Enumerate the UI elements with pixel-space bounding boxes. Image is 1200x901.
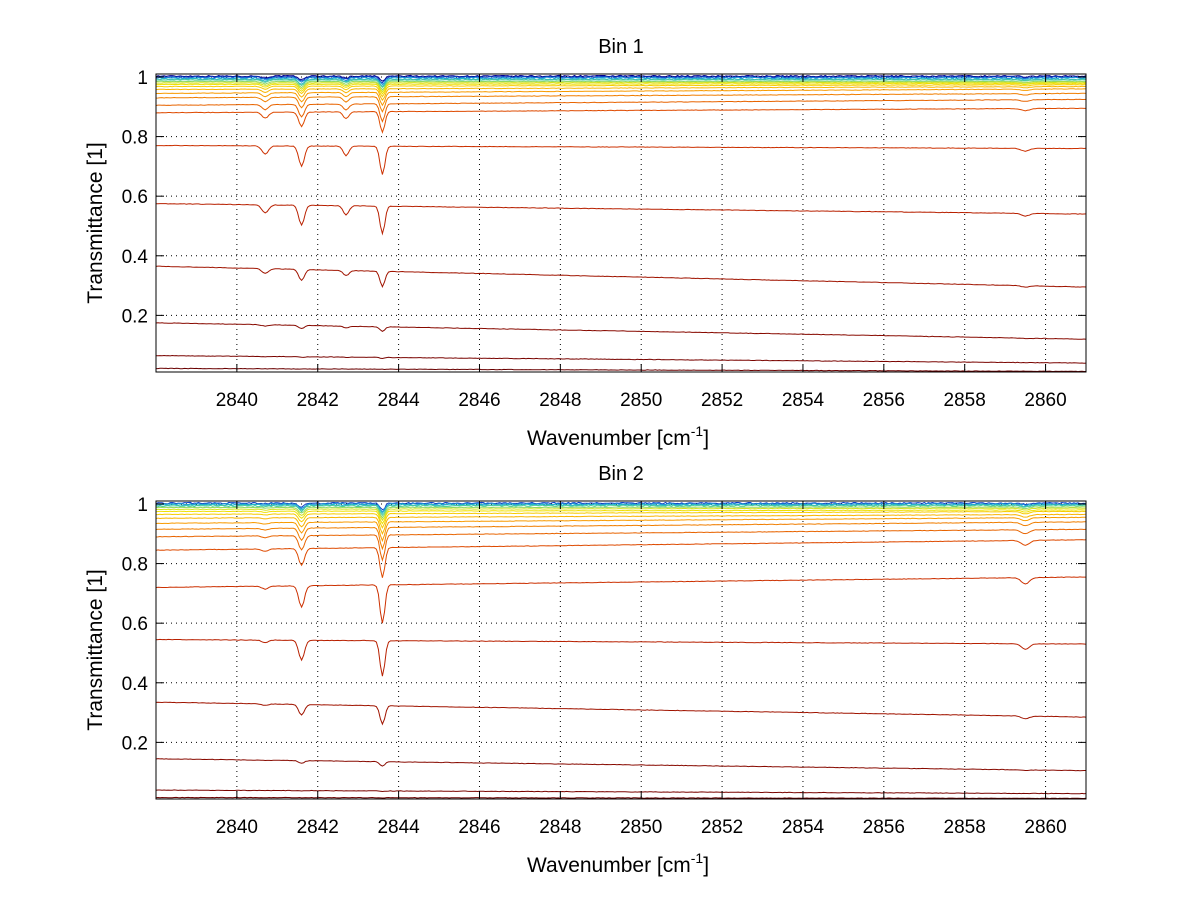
series-line-9 <box>156 84 1086 98</box>
chart-bin-2: Bin 2 2840 2842 2844 2846 2848 2850 2852 2854 28… <box>84 463 1087 877</box>
x-tick-label: 2860 <box>1024 390 1066 411</box>
x-tick-label: 2846 <box>458 817 500 838</box>
series-lines <box>156 74 1086 372</box>
x-tick-label: 2850 <box>620 390 662 411</box>
series-line-6 <box>156 507 1086 522</box>
x-tick-label: 2858 <box>944 817 986 838</box>
x-tick-label: 2856 <box>863 817 905 838</box>
y-tick-label: 0.2 <box>122 306 148 327</box>
y-axis-label: Transmittance [1] <box>84 569 107 730</box>
series-line-17 <box>156 758 1086 772</box>
series-line-18 <box>156 789 1086 795</box>
series-line-5 <box>156 506 1086 519</box>
x-tick-label: 2858 <box>944 390 986 411</box>
series-line-20 <box>156 367 1086 372</box>
y-tick-label: 0.4 <box>122 247 149 268</box>
x-tick-label: 2846 <box>458 390 500 411</box>
series-line-14 <box>156 576 1086 624</box>
x-tick-label: 2844 <box>377 390 420 411</box>
series-line-19 <box>156 354 1086 364</box>
series-line-1 <box>156 501 1086 511</box>
series-line-12 <box>156 528 1086 562</box>
series-line-15 <box>156 144 1086 175</box>
series-line-18 <box>156 322 1086 340</box>
x-tick-label: 2848 <box>539 390 581 411</box>
y-tick-label: 0.4 <box>122 674 149 695</box>
y-tick-label: 1 <box>137 68 148 89</box>
series-line-3 <box>156 76 1086 86</box>
x-tick-label: 2840 <box>216 817 258 838</box>
plot-area <box>156 74 1086 372</box>
x-tick-label: 2842 <box>297 390 339 411</box>
x-tick-label: 2856 <box>863 390 905 411</box>
series-line-13 <box>156 98 1086 123</box>
y-ticks: 0.2 0.4 0.6 0.8 1 <box>122 68 1086 327</box>
series-line-14 <box>156 107 1086 134</box>
chart-title: Bin 2 <box>598 463 644 485</box>
series-line-5 <box>156 79 1086 88</box>
series-line-7 <box>156 509 1086 525</box>
y-tick-label: 0.6 <box>122 614 148 635</box>
x-axis-label-superscript: -1 <box>691 850 704 866</box>
series-line-2 <box>156 502 1086 513</box>
x-axis-label: Wavenumber [cm-1] <box>527 850 709 877</box>
x-tick-label: 2842 <box>297 817 339 838</box>
series-line-16 <box>156 701 1086 726</box>
series-line-11 <box>156 88 1086 107</box>
x-ticks: 2840 2842 2844 2846 2848 2850 2852 2854 2856 2858… <box>216 74 1067 411</box>
x-tick-label: 2840 <box>216 390 258 411</box>
series-line-15 <box>156 638 1086 677</box>
series-line-4 <box>156 504 1086 517</box>
x-axis-label-end: ] <box>703 427 709 450</box>
x-axis-label-superscript: -1 <box>691 423 704 439</box>
series-line-9 <box>156 513 1086 535</box>
series-line-17 <box>156 265 1086 288</box>
x-tick-label: 2852 <box>701 390 743 411</box>
y-ticks: 0.2 0.4 0.6 0.8 1 <box>122 495 1086 754</box>
series-line-7 <box>156 81 1086 93</box>
plot-area <box>156 501 1086 799</box>
chart-title: Bin 1 <box>598 36 644 58</box>
x-tick-label: 2844 <box>377 817 420 838</box>
x-tick-label: 2850 <box>620 817 662 838</box>
y-tick-label: 0.2 <box>122 733 148 754</box>
x-tick-label: 2860 <box>1024 817 1066 838</box>
x-axis-label-main: Wavenumber [cm <box>527 427 691 450</box>
series-line-11 <box>156 521 1086 551</box>
series-line-16 <box>156 203 1086 236</box>
series-line-19 <box>156 796 1086 799</box>
series-line-6 <box>156 80 1086 91</box>
axes-box <box>155 500 1087 800</box>
x-axis-label-main: Wavenumber [cm <box>527 854 691 877</box>
series-line-8 <box>156 82 1086 95</box>
y-axis-label: Transmittance [1] <box>84 142 107 303</box>
x-ticks: 2840 2842 2844 2846 2848 2850 2852 2854 2856 2858… <box>216 501 1067 838</box>
y-tick-label: 0.8 <box>122 555 148 576</box>
series-line-13 <box>156 539 1086 578</box>
x-tick-label: 2854 <box>782 817 825 838</box>
series-line-8 <box>156 510 1086 529</box>
series-line-10 <box>156 516 1086 543</box>
series-line-10 <box>156 85 1086 102</box>
series-lines <box>156 501 1086 799</box>
y-tick-label: 0.6 <box>122 187 148 208</box>
x-tick-label: 2854 <box>782 390 825 411</box>
series-line-12 <box>156 92 1086 113</box>
chart-bin-1: Bin 1 2840 2842 2844 2846 2848 2850 2852 2854 28… <box>84 36 1087 450</box>
x-axis-label-end: ] <box>703 854 709 877</box>
axes-box <box>155 73 1087 373</box>
series-line-4 <box>156 77 1086 88</box>
y-tick-label: 1 <box>137 495 148 516</box>
x-axis-label: Wavenumber [cm-1] <box>527 423 709 450</box>
y-tick-label: 0.8 <box>122 128 148 149</box>
series-line-1 <box>156 74 1086 82</box>
x-tick-label: 2848 <box>539 817 581 838</box>
x-tick-label: 2852 <box>701 817 743 838</box>
